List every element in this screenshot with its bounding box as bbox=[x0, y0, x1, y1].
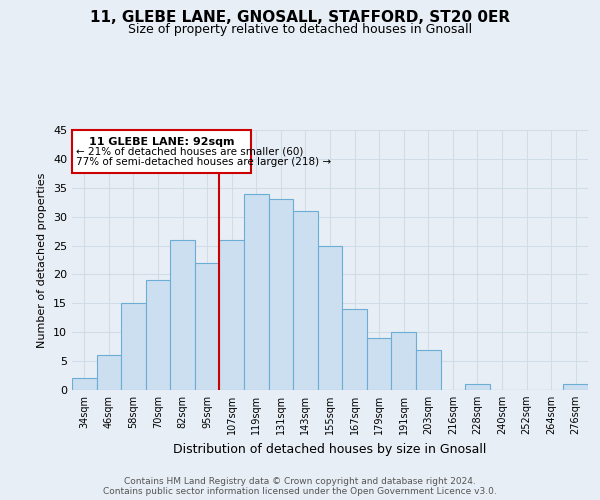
Text: ← 21% of detached houses are smaller (60): ← 21% of detached houses are smaller (60… bbox=[76, 146, 303, 156]
Text: 77% of semi-detached houses are larger (218) →: 77% of semi-detached houses are larger (… bbox=[76, 156, 331, 166]
Bar bbox=[416, 350, 440, 390]
Bar bbox=[220, 240, 244, 390]
Bar bbox=[391, 332, 416, 390]
Text: 11 GLEBE LANE: 92sqm: 11 GLEBE LANE: 92sqm bbox=[89, 137, 235, 147]
Bar bbox=[72, 378, 97, 390]
Y-axis label: Number of detached properties: Number of detached properties bbox=[37, 172, 47, 348]
X-axis label: Distribution of detached houses by size in Gnosall: Distribution of detached houses by size … bbox=[173, 442, 487, 456]
Bar bbox=[269, 200, 293, 390]
Bar bbox=[293, 211, 318, 390]
Bar bbox=[146, 280, 170, 390]
Bar bbox=[563, 384, 588, 390]
Bar bbox=[318, 246, 342, 390]
Bar bbox=[195, 263, 220, 390]
Text: Size of property relative to detached houses in Gnosall: Size of property relative to detached ho… bbox=[128, 22, 472, 36]
Bar bbox=[121, 304, 146, 390]
Text: Contains HM Land Registry data © Crown copyright and database right 2024.: Contains HM Land Registry data © Crown c… bbox=[124, 478, 476, 486]
Bar bbox=[97, 356, 121, 390]
Text: Contains public sector information licensed under the Open Government Licence v3: Contains public sector information licen… bbox=[103, 488, 497, 496]
FancyBboxPatch shape bbox=[72, 130, 251, 174]
Text: 11, GLEBE LANE, GNOSALL, STAFFORD, ST20 0ER: 11, GLEBE LANE, GNOSALL, STAFFORD, ST20 … bbox=[90, 10, 510, 25]
Bar bbox=[244, 194, 269, 390]
Bar bbox=[342, 309, 367, 390]
Bar bbox=[465, 384, 490, 390]
Bar bbox=[367, 338, 391, 390]
Bar bbox=[170, 240, 195, 390]
